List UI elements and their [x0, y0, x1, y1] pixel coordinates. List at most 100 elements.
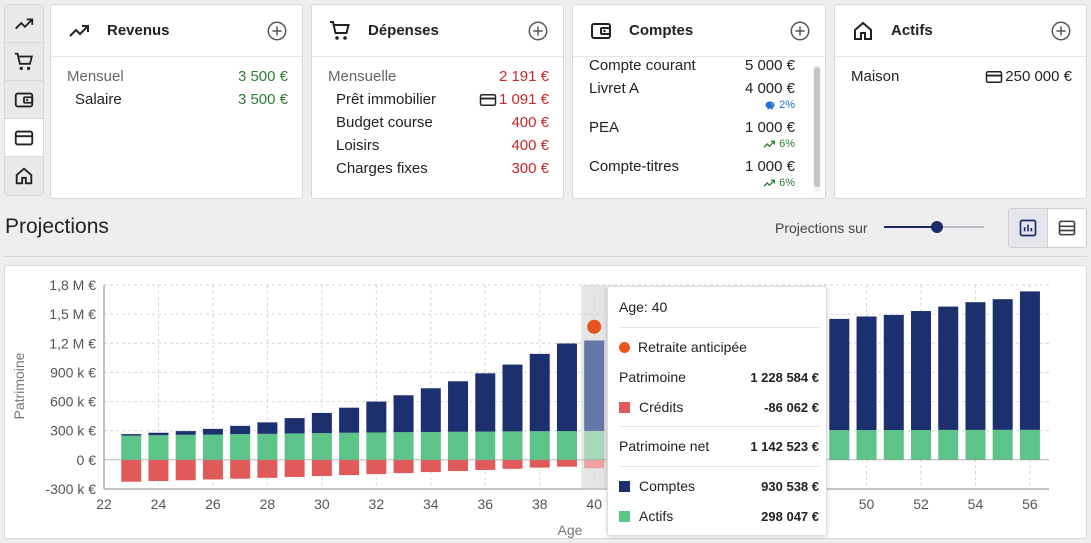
section-divider [4, 256, 1087, 257]
bar-credits [393, 459, 414, 474]
scroll-thumb[interactable] [814, 67, 820, 187]
bar-credits [257, 459, 278, 478]
depenses-item-label: Budget course [336, 114, 433, 131]
add-circle-icon[interactable] [266, 20, 288, 42]
chart-view-button[interactable] [1009, 209, 1048, 247]
bar-credits [311, 459, 332, 477]
trending-up-icon [763, 140, 776, 148]
nav-revenus[interactable] [5, 5, 43, 43]
comptes-item-courant[interactable]: Compte courant 5 000 € [589, 56, 795, 74]
bar-comptes [829, 318, 850, 431]
y-tick-label: 0 € [77, 452, 97, 468]
bar-comptes [202, 428, 223, 435]
bar-comptes [856, 316, 877, 431]
bar-actifs [448, 431, 469, 460]
comptes-rate-pea: 6% [589, 136, 795, 151]
tooltip-event-label: Retraite anticipée [638, 339, 747, 355]
card-actifs: Actifs Maison 250 000 € [834, 4, 1087, 199]
depenses-item-value: 400 € [511, 114, 549, 131]
depenses-item-pret[interactable]: Prêt immobilier 1 091 € [328, 88, 549, 111]
depenses-item-course[interactable]: Budget course 400 € [328, 111, 549, 134]
actifs-swatch [619, 510, 630, 522]
bar-comptes [284, 418, 305, 434]
bar-comptes [366, 401, 387, 433]
comptes-item-titres[interactable]: Compte-titres 1 000 € [589, 157, 795, 175]
x-tick-label: 30 [314, 496, 330, 512]
revenus-item-salaire[interactable]: Salaire 3 500 € [67, 88, 288, 111]
comptes-swatch [619, 480, 630, 492]
bar-comptes [339, 407, 360, 433]
nav-actifs[interactable] [5, 157, 43, 195]
y-tick-label: 1,2 M € [49, 335, 96, 351]
wallet-icon [14, 92, 34, 107]
tooltip-comptes-value: 930 538 € [761, 478, 819, 494]
x-tick-label: 38 [532, 496, 548, 512]
credit-card-icon [479, 93, 497, 106]
tooltip-comptes-label: Comptes [639, 478, 696, 494]
comptes-rate-titres: 6% [589, 175, 795, 190]
bar-actifs [992, 429, 1013, 460]
bar-credits [148, 459, 169, 482]
bar-actifs [393, 432, 414, 460]
bar-comptes [420, 388, 441, 432]
slider-thumb[interactable] [931, 221, 943, 233]
comptes-item-value: 1 000 € [744, 118, 795, 136]
table-view-button[interactable] [1048, 209, 1086, 247]
y-tick-label: 300 k € [50, 423, 96, 439]
event-dot [619, 341, 630, 353]
y-tick-label: 600 k € [50, 394, 96, 410]
x-tick-label: 36 [477, 496, 493, 512]
comptes-scrollbar[interactable] [813, 65, 821, 193]
revenus-period-label: Mensuel [67, 68, 124, 85]
depenses-total-row: Mensuelle 2 191 € [328, 65, 549, 88]
add-circle-icon[interactable] [527, 20, 549, 42]
tooltip-separator [619, 426, 819, 427]
bar-comptes [175, 431, 196, 435]
wallet-icon [591, 22, 611, 39]
bar-credits [420, 459, 441, 473]
depenses-item-label: Loisirs [336, 137, 380, 154]
depenses-item-value: 400 € [511, 137, 549, 154]
y-tick-label: 1,5 M € [49, 306, 96, 322]
bar-actifs [202, 434, 223, 460]
depenses-item-loisirs[interactable]: Loisirs 400 € [328, 134, 549, 157]
nav-credits[interactable] [5, 119, 43, 157]
revenus-total-value: 3 500 € [237, 68, 288, 85]
x-tick-label: 22 [96, 496, 112, 512]
add-circle-icon[interactable] [789, 20, 811, 42]
card-depenses: Dépenses Mensuelle 2 191 € Prêt immobili… [311, 4, 564, 199]
bar-comptes [393, 395, 414, 433]
comptes-item-label: Compte courant [589, 56, 696, 74]
projections-horizon-slider[interactable] [884, 221, 984, 233]
projections-horizon-label: Projections sur [775, 220, 868, 236]
bar-comptes [883, 314, 904, 431]
home-icon [15, 167, 33, 185]
credit-card-icon [14, 130, 34, 145]
add-circle-icon[interactable] [1050, 20, 1072, 42]
nav-comptes[interactable] [5, 81, 43, 119]
bar-comptes [965, 302, 986, 430]
bar-credits [584, 459, 605, 469]
bar-actifs [911, 430, 932, 460]
trending-up-icon [69, 24, 89, 37]
bar-actifs [175, 434, 196, 460]
comptes-item-livret[interactable]: Livret A 4 000 € [589, 79, 795, 97]
bar-comptes [992, 299, 1013, 430]
comptes-item-pea[interactable]: PEA 1 000 € [589, 118, 795, 136]
tooltip-actifs-row: Actifs 298 047 € [619, 507, 819, 525]
actifs-item-maison[interactable]: Maison 250 000 € [851, 65, 1072, 88]
tooltip-patrimoine-value: 1 228 584 € [750, 369, 819, 385]
home-icon [854, 21, 872, 40]
card-comptes: Comptes Compte courant 5 000 € Livret A … [572, 4, 826, 199]
bar-credits [202, 459, 223, 480]
tooltip-net-label: Patrimoine net [619, 438, 710, 454]
card-revenus: Revenus Mensuel 3 500 € Salaire 3 500 € [50, 4, 303, 199]
bar-actifs [339, 432, 360, 460]
bar-actifs [420, 431, 441, 460]
bar-credits [175, 459, 196, 481]
nav-depenses[interactable] [5, 43, 43, 81]
comptes-item-value: 5 000 € [744, 56, 795, 74]
tooltip-net-value: 1 142 523 € [750, 438, 819, 454]
depenses-item-charges[interactable]: Charges fixes 300 € [328, 157, 549, 180]
